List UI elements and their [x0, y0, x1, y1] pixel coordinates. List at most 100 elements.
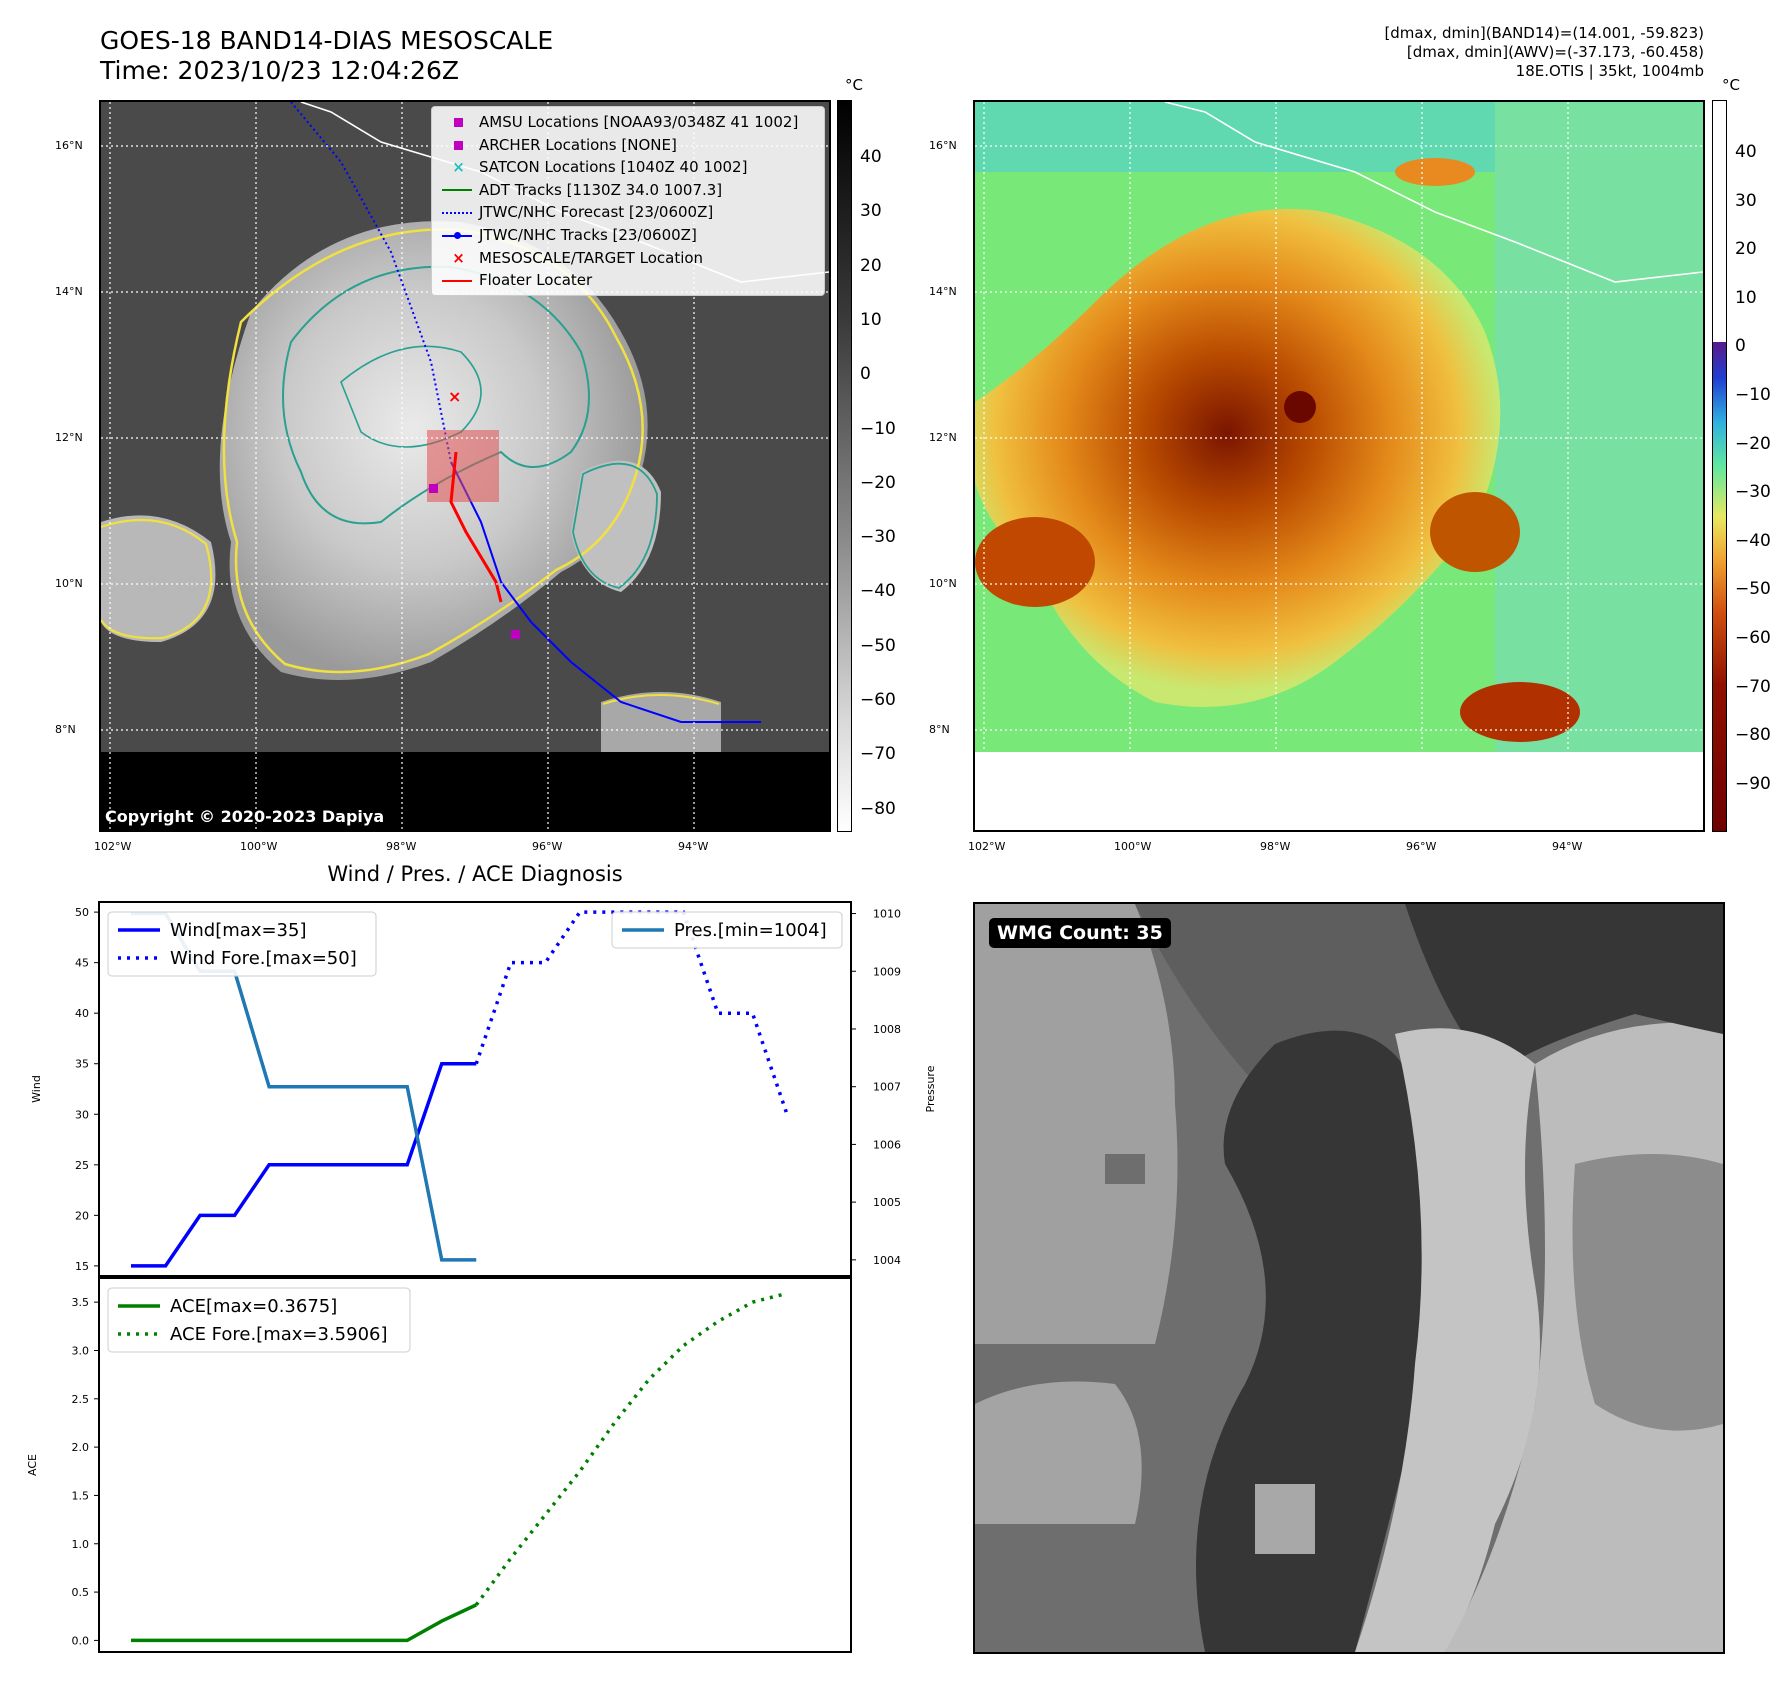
pressure-ytick-label: 1010	[873, 908, 901, 921]
ir-map-lon-tick: 96°W	[532, 840, 563, 853]
wind-legend-label: Wind[max=35]	[170, 920, 307, 941]
ace-ytick-label: 0.0	[72, 1634, 90, 1647]
ace-legend-label: ACE[max=0.3675]	[170, 1296, 337, 1317]
awv-map-panel	[973, 100, 1705, 832]
ir-colorbar-label: −10	[860, 418, 896, 439]
ir-colorbar-label: −30	[860, 527, 896, 548]
pressure-ytick-label: 1008	[873, 1023, 901, 1036]
pressure-legend-box	[611, 911, 843, 949]
awv-map-lat-tick: 14°N	[929, 285, 957, 298]
diagnosis-charts: 15 20 25 30 35 40 45 50 1004 1005 1006 1007 1008 1009…	[26, 901, 937, 1653]
wind-plot-frame	[98, 901, 852, 1277]
ace-series-line-0	[131, 1603, 478, 1643]
pressure-legend: Pres.[min=1004]	[611, 911, 843, 949]
legend-item: AMSU Locations [NOAA93/0348Z 41 1002]	[442, 111, 798, 133]
ace-ytick-label: 0.5	[72, 1586, 90, 1599]
awv-map-lon-tick: 98°W	[1260, 840, 1291, 853]
wind-ytick-label: 30	[75, 1108, 89, 1121]
wind-ytick-label: 35	[75, 1058, 89, 1071]
awv-colorbar-label: −90	[1735, 773, 1771, 794]
pressure-legend-label: Pres.[min=1004]	[674, 920, 827, 941]
ace-ytick-label: 2.5	[72, 1393, 90, 1406]
wmg-count-badge: WMG Count: 35	[989, 918, 1171, 948]
legend-item: JTWC/NHC Tracks [23/0600Z]	[442, 224, 697, 246]
awv-colorbar-label: 30	[1735, 190, 1757, 211]
awv-map-lat-tick: 10°N	[929, 577, 957, 590]
pressure-axis-label: Pressure	[924, 1065, 937, 1112]
ace-series-line-1	[474, 1291, 788, 1606]
legend-label: AMSU Locations [NOAA93/0348Z 41 1002]	[479, 113, 799, 131]
ir-map-lat-tick: 10°N	[55, 577, 83, 590]
pressure-ytick-label: 1004	[873, 1254, 901, 1267]
ir-map-panel: × Copyright © 2020-2023 Dapiya AMSU Loca…	[99, 100, 831, 832]
awv-range: [dmax, dmin](AWV)=(-37.173, -60.458)	[1406, 43, 1704, 61]
awv-colorbar-label: 10	[1735, 287, 1757, 308]
ir-colorbar-label: −20	[860, 472, 896, 493]
ir-colorbar-label: −70	[860, 744, 896, 765]
awv-colorbar-label: 20	[1735, 239, 1757, 260]
wind-legend-box	[107, 911, 377, 977]
ir-map-lon-tick: 102°W	[94, 840, 132, 853]
wind-ytick-label: 40	[75, 1007, 89, 1020]
band14-range: [dmax, dmin](BAND14)=(14.001, -59.823)	[1384, 24, 1704, 42]
ir-map-lat-tick: 14°N	[55, 285, 83, 298]
legend-item: × SATCON Locations [1040Z 40 1002]	[452, 158, 748, 177]
map-legend: AMSU Locations [NOAA93/0348Z 41 1002] ARC…	[431, 106, 825, 296]
series-line-0	[131, 1061, 477, 1268]
legend-label: MESOSCALE/TARGET Location	[479, 248, 704, 267]
ir-colorbar-unit: °C	[845, 76, 863, 94]
ir-map-lon-tick: 94°W	[678, 840, 709, 853]
chart-title: GOES-18 BAND14-DIAS MESOSCALE	[100, 26, 554, 55]
ir-colorbar	[837, 100, 852, 832]
ace-plot-frame	[98, 1277, 852, 1653]
wind-axis-label: Wind	[30, 1075, 43, 1103]
ace-axis-label: ACE	[26, 1454, 39, 1476]
awv-map-lon-tick: 102°W	[968, 840, 1006, 853]
pressure-ytick-label: 1009	[873, 965, 901, 978]
legend-item: × MESOSCALE/TARGET Location	[452, 248, 704, 267]
legend-label: Floater Locater	[479, 271, 593, 290]
wmg-panel: WMG Count: 35	[973, 902, 1725, 1654]
pressure-ytick-label: 1005	[873, 1196, 901, 1209]
ace-legend-label: ACE Fore.[max=3.5906]	[170, 1324, 388, 1345]
ir-map-lat-tick: 8°N	[55, 723, 76, 736]
ir-colorbar-label: −50	[860, 635, 896, 656]
ir-colorbar-label: −60	[860, 690, 896, 710]
wind-legend-label: Wind Fore.[max=50]	[170, 948, 357, 969]
ace-legend-box	[107, 1287, 411, 1353]
awv-colorbar-label: −60	[1735, 628, 1771, 648]
ace-ytick-label: 1.0	[72, 1538, 90, 1551]
legend-item: JTWC/NHC Forecast [23/0600Z]	[442, 201, 713, 223]
awv-colorbar-label: −20	[1735, 433, 1771, 454]
ir-colorbar-label: −80	[860, 798, 896, 819]
ir-colorbar-label: 30	[860, 201, 882, 222]
ir-map-lat-tick: 12°N	[55, 431, 83, 444]
awv-colorbar-label: −80	[1735, 725, 1771, 746]
awv-colorbar-label: −10	[1735, 385, 1771, 405]
ir-colorbar-label: 20	[860, 255, 882, 276]
awv-colorbar-unit: °C	[1722, 76, 1740, 94]
pressure-ytick-label: 1006	[873, 1138, 901, 1151]
legend-label: SATCON Locations [1040Z 40 1002]	[479, 158, 748, 177]
wmg-image	[975, 904, 1723, 1652]
diagnosis-title: Wind / Pres. / ACE Diagnosis	[327, 862, 623, 886]
ace-ytick-label: 2.0	[72, 1441, 90, 1454]
wind-ytick-label: 50	[75, 906, 89, 919]
ir-map-lon-tick: 98°W	[386, 840, 417, 853]
header-stats: [dmax, dmin](BAND14)=(14.001, -59.823) […	[1384, 24, 1704, 81]
awv-map-lon-tick: 94°W	[1552, 840, 1583, 853]
ir-colorbar-label: 40	[860, 147, 882, 167]
wind-legend: Wind[max=35] Wind Fore.[max=50]	[107, 911, 377, 977]
legend-item: ARCHER Locations [NONE]	[442, 134, 677, 156]
wind-ytick-label: 25	[75, 1159, 89, 1172]
copyright-label: Copyright © 2020-2023 Dapiya	[105, 807, 385, 826]
legend-item: ADT Tracks [1130Z 34.0 1007.3]	[442, 179, 722, 201]
legend-label: JTWC/NHC Tracks [23/0600Z]	[479, 226, 697, 244]
ace-ytick-label: 1.5	[72, 1489, 90, 1502]
awv-colorbar-label: −40	[1735, 530, 1771, 551]
ace-legend: ACE[max=0.3675] ACE Fore.[max=3.5906]	[107, 1287, 411, 1353]
awv-map-lon-tick: 96°W	[1406, 840, 1437, 853]
awv-colorbar-label: −30	[1735, 482, 1771, 503]
ir-map-lat-tick: 16°N	[55, 139, 83, 152]
storm-info: 18E.OTIS | 35kt, 1004mb	[1515, 62, 1704, 80]
